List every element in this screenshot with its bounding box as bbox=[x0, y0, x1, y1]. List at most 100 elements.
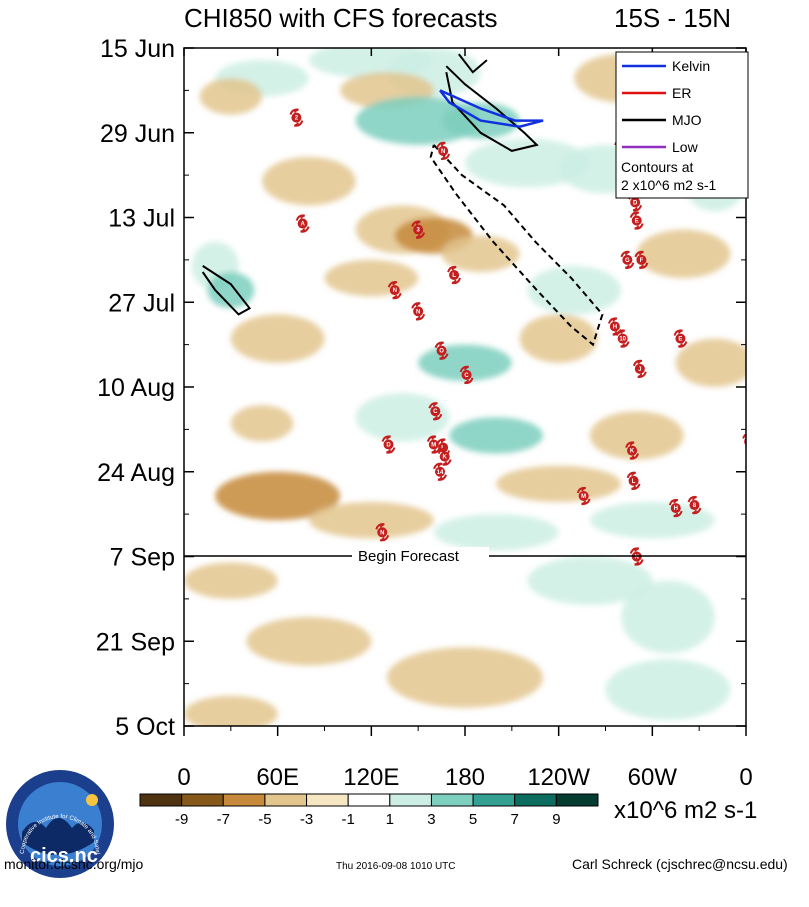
storm-marker-20: C bbox=[459, 365, 474, 385]
storm-swirl bbox=[411, 302, 426, 321]
colorbar-swatch-3 bbox=[264, 793, 308, 807]
legend-label-low: Low bbox=[672, 139, 699, 155]
storm-id: M bbox=[581, 494, 586, 500]
storm-marker-1: 2 bbox=[289, 108, 304, 127]
y-tick-label: 10 Aug bbox=[97, 374, 175, 402]
storm-swirl bbox=[411, 220, 426, 239]
colorbar-swatch-6 bbox=[389, 793, 432, 807]
storm-marker-23: D bbox=[381, 435, 396, 454]
storm-swirl bbox=[381, 435, 396, 454]
storm-id: K bbox=[443, 455, 448, 461]
colorbar-tick-label: 5 bbox=[469, 811, 477, 828]
anomaly-patch-17 bbox=[324, 259, 419, 297]
anomaly-patch-36 bbox=[246, 617, 372, 666]
footer-author: Carl Schreck (cjschrec@ncsu.edu) bbox=[572, 856, 788, 872]
storm-id: J bbox=[638, 367, 641, 373]
colorbar-tick-label: -3 bbox=[300, 811, 313, 828]
anomaly-patch-38 bbox=[605, 659, 731, 720]
colorbar: -9 -7 -5 -3 -1 1 3 5 7 9 bbox=[139, 793, 599, 828]
storm-dot bbox=[675, 333, 686, 344]
storm-id: 2 bbox=[295, 116, 299, 122]
storm-id: G bbox=[625, 258, 630, 264]
colorbar-tick-label: 3 bbox=[427, 811, 435, 828]
storm-id: H bbox=[674, 506, 678, 512]
logo-ring-text: Cooperative Institute for Climate and Sa… bbox=[0, 0, 100, 854]
storm-swirl bbox=[447, 265, 462, 285]
anomaly-patch-24 bbox=[355, 393, 450, 442]
storm-id: 10 bbox=[619, 337, 626, 343]
legend-label-mjo: MJO bbox=[672, 112, 702, 128]
storm-marker-28: G bbox=[749, 464, 761, 480]
colorbar-swatch-0 bbox=[139, 793, 183, 807]
storm-marker-14: N bbox=[411, 302, 426, 321]
y-tick-label: 24 Aug bbox=[97, 459, 175, 487]
anomaly-patch-3 bbox=[199, 78, 263, 115]
x-tick-label: 0 bbox=[739, 764, 752, 791]
x-axis: 0 60E 120E 180 120W 60W 0 bbox=[177, 48, 753, 791]
colorbar-units: x10^6 m2 s-1 bbox=[614, 797, 757, 824]
storm-id: 8 bbox=[693, 503, 697, 509]
colorbar-tick-label: 1 bbox=[386, 811, 394, 828]
storm-swirl bbox=[615, 329, 630, 348]
storm-tracks: D2NABCDEA3GFLNNH10EOJCCFDMLKKG14LMH8NN bbox=[289, 64, 761, 566]
storm-id: M bbox=[431, 443, 436, 449]
colorbar-swatch-8 bbox=[472, 793, 516, 807]
anomaly-patch-8 bbox=[465, 138, 590, 188]
anomaly-patch-25 bbox=[449, 417, 544, 454]
anomaly-patch-35 bbox=[621, 580, 715, 654]
storm-swirl bbox=[632, 359, 647, 378]
anomaly-patch-30 bbox=[496, 465, 622, 503]
legend-box bbox=[615, 51, 749, 199]
storm-id: 14 bbox=[437, 470, 444, 476]
storm-marker-8: A bbox=[295, 214, 310, 233]
x-tick-label: 180 bbox=[445, 764, 485, 791]
storm-swirl bbox=[576, 486, 591, 506]
storm-dot bbox=[413, 224, 424, 235]
storm-dot bbox=[622, 254, 633, 265]
storm-id: 3 bbox=[416, 228, 420, 234]
cics-logo: Cooperative Institute for Climate and Sa… bbox=[0, 0, 114, 878]
colorbar-tick-label: -1 bbox=[342, 811, 355, 828]
storm-dot bbox=[436, 345, 447, 356]
anomaly-patch-6 bbox=[355, 96, 481, 145]
storm-marker-21: C bbox=[428, 402, 443, 421]
storm-swirl bbox=[437, 447, 452, 466]
storm-id: F bbox=[747, 439, 751, 445]
logo-sun bbox=[86, 794, 98, 806]
anomaly-patch-26 bbox=[230, 405, 294, 442]
storm-dot bbox=[438, 145, 449, 156]
storm-swirl bbox=[289, 108, 304, 127]
storm-marker-31: M bbox=[576, 486, 591, 506]
legend-items: Kelvin ER MJO Low bbox=[622, 58, 710, 155]
storm-id: H bbox=[613, 324, 617, 330]
storm-id: D bbox=[386, 443, 391, 449]
storm-dot bbox=[413, 306, 424, 317]
anomaly-patch-32 bbox=[433, 514, 559, 551]
storm-dot bbox=[461, 369, 472, 380]
storm-swirl bbox=[433, 462, 447, 481]
y-tick-label: 21 Sep bbox=[96, 628, 175, 656]
anomaly-patch-31 bbox=[589, 502, 715, 539]
storm-dot bbox=[428, 439, 439, 450]
storm-dot bbox=[291, 112, 302, 123]
storm-id: N bbox=[380, 530, 384, 536]
anomaly-patch-39 bbox=[184, 695, 278, 726]
storm-swirl bbox=[749, 464, 761, 480]
storm-id: L bbox=[632, 479, 636, 485]
anomaly-patch-27 bbox=[589, 411, 684, 460]
storm-dot bbox=[578, 490, 589, 501]
storm-dot bbox=[439, 451, 450, 462]
colorbar-swatch-4 bbox=[306, 793, 349, 807]
y-tick-label: 5 Oct bbox=[115, 713, 175, 741]
storm-dot bbox=[689, 500, 700, 511]
storm-swirl bbox=[434, 341, 449, 360]
storm-marker-29: 14 bbox=[433, 462, 447, 481]
x-tick-label: 60W bbox=[628, 764, 678, 791]
legend: Kelvin ER MJO Low Contours at 2 x10^6 m2 s-… bbox=[615, 51, 749, 199]
begin-forecast-label: Begin Forecast bbox=[358, 548, 460, 565]
forecast-divider: Begin Forecast bbox=[184, 547, 746, 565]
storm-dot bbox=[627, 445, 638, 456]
storm-dot bbox=[609, 321, 620, 332]
storm-marker-2: N bbox=[436, 141, 451, 161]
storm-marker-34: N bbox=[375, 523, 390, 542]
